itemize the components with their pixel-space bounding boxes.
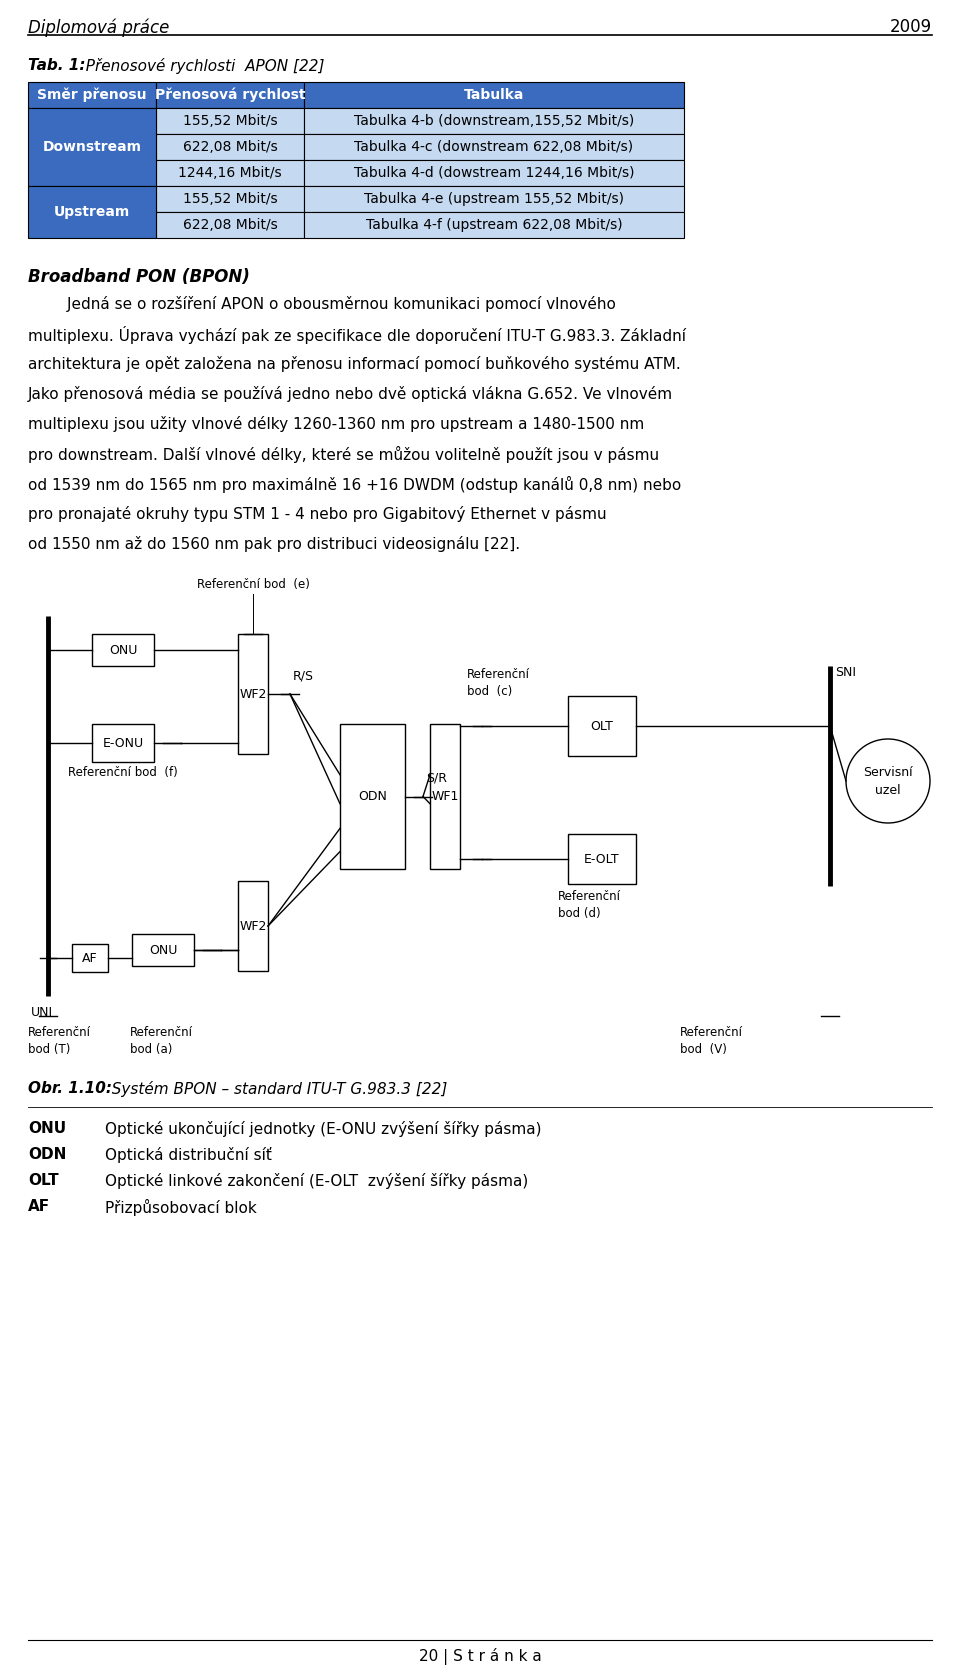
Text: Referenční
bod (d): Referenční bod (d) [558, 891, 621, 921]
Bar [156, 133, 304, 160]
Text: od 1550 nm až do 1560 nm pak pro distribuci videosignálu [22].: od 1550 nm až do 1560 nm pak pro distrib… [28, 535, 520, 552]
Text: Obr. 1.10:: Obr. 1.10: [28, 1081, 112, 1096]
Bar [340, 724, 405, 869]
Text: Tabulka: Tabulka [464, 88, 524, 102]
Bar [156, 82, 304, 108]
Bar [568, 834, 636, 884]
Text: AF: AF [83, 951, 98, 964]
Text: Broadband PON (BPON): Broadband PON (BPON) [28, 269, 250, 285]
Bar [92, 634, 154, 666]
Text: multiplexu jsou užity vlnové délky 1260-1360 nm pro upstream a 1480-1500 nm: multiplexu jsou užity vlnové délky 1260-… [28, 415, 644, 432]
Text: Referenční bod  (f): Referenční bod (f) [68, 766, 178, 779]
Text: architektura je opět založena na přenosu informací pomocí buňkového systému ATM.: architektura je opět založena na přenosu… [28, 355, 681, 372]
Text: Diplomová práce: Diplomová práce [28, 18, 169, 37]
Text: Tabulka 4-e (upstream 155,52 Mbit/s): Tabulka 4-e (upstream 155,52 Mbit/s) [364, 192, 624, 207]
Text: S/R: S/R [426, 772, 447, 784]
Text: Tabulka 4-b (downstream,155,52 Mbit/s): Tabulka 4-b (downstream,155,52 Mbit/s) [354, 113, 635, 128]
Text: Upstream: Upstream [54, 205, 131, 219]
Text: 155,52 Mbit/s: 155,52 Mbit/s [182, 192, 277, 207]
Text: Přenosová rychlost: Přenosová rychlost [155, 88, 305, 102]
Text: Referenční
bod (a): Referenční bod (a) [130, 1026, 193, 1056]
Text: ONU: ONU [108, 644, 137, 657]
Bar [132, 934, 194, 966]
Bar [28, 108, 156, 187]
Text: E-OLT: E-OLT [585, 852, 620, 866]
Bar [156, 160, 304, 187]
Bar [568, 696, 636, 756]
Bar [304, 82, 684, 108]
Text: 1244,16 Mbit/s: 1244,16 Mbit/s [179, 167, 282, 180]
Text: Referenční
bod  (V): Referenční bod (V) [680, 1026, 743, 1056]
Text: R/S: R/S [293, 669, 314, 682]
Bar [156, 212, 304, 239]
Bar [304, 108, 684, 133]
Text: OLT: OLT [28, 1173, 59, 1188]
Bar [238, 634, 268, 754]
Text: 2009: 2009 [890, 18, 932, 37]
Bar [304, 212, 684, 239]
Text: Referenční
bod (T): Referenční bod (T) [28, 1026, 91, 1056]
Text: Optická distribuční síť: Optická distribuční síť [105, 1148, 272, 1163]
Text: ODN: ODN [28, 1148, 66, 1163]
Bar [156, 108, 304, 133]
Text: AF: AF [28, 1199, 50, 1214]
Bar [430, 724, 460, 869]
Bar [92, 724, 154, 762]
Text: E-ONU: E-ONU [103, 737, 144, 749]
Text: SNI: SNI [835, 666, 856, 679]
Bar [156, 187, 304, 212]
Text: Směr přenosu: Směr přenosu [37, 88, 147, 102]
Text: Jedná se o rozšíření APON o obousměrnou komunikaci pomocí vlnového: Jedná se o rozšíření APON o obousměrnou … [28, 295, 616, 312]
Text: 622,08 Mbit/s: 622,08 Mbit/s [182, 140, 277, 153]
Bar [304, 133, 684, 160]
Text: ODN: ODN [358, 791, 387, 802]
Text: uzel: uzel [876, 784, 900, 797]
Text: Optické linkové zakončení (E-OLT  zvýšení šířky pásma): Optické linkové zakončení (E-OLT zvýšení… [105, 1173, 528, 1189]
Text: Jako přenosová média se používá jedno nebo dvě optická vlákna G.652. Ve vlnovém: Jako přenosová média se používá jedno ne… [28, 385, 673, 402]
Text: 622,08 Mbit/s: 622,08 Mbit/s [182, 219, 277, 232]
Text: od 1539 nm do 1565 nm pro maximálně 16 +16 DWDM (odstup kanálů 0,8 nm) nebo: od 1539 nm do 1565 nm pro maximálně 16 +… [28, 475, 682, 494]
Bar [72, 944, 108, 972]
Text: ONU: ONU [28, 1121, 66, 1136]
Text: Přizpůsobovací blok: Přizpůsobovací blok [105, 1199, 256, 1216]
Text: Optické ukončující jednotky (E-ONU zvýšení šířky pásma): Optické ukončující jednotky (E-ONU zvýše… [105, 1121, 541, 1138]
Text: Tab. 1:: Tab. 1: [28, 58, 85, 73]
Text: OLT: OLT [590, 719, 613, 732]
Bar [28, 187, 156, 239]
Text: 155,52 Mbit/s: 155,52 Mbit/s [182, 113, 277, 128]
Text: WF2: WF2 [239, 919, 267, 932]
Text: Tabulka 4-c (downstream 622,08 Mbit/s): Tabulka 4-c (downstream 622,08 Mbit/s) [354, 140, 634, 153]
Text: Downstream: Downstream [42, 140, 141, 153]
Text: Referenční
bod  (c): Referenční bod (c) [467, 667, 530, 697]
Text: 20 | S t r á n k a: 20 | S t r á n k a [419, 1648, 541, 1665]
Text: WF2: WF2 [239, 687, 267, 701]
Text: Referenční bod  (e): Referenční bod (e) [197, 579, 309, 590]
Text: ONU: ONU [149, 944, 178, 956]
Text: Servisní: Servisní [863, 766, 913, 779]
Text: Systém BPON – standard ITU-T G.983.3 [22]: Systém BPON – standard ITU-T G.983.3 [22… [102, 1081, 447, 1098]
Text: pro downstream. Další vlnové délky, které se můžou volitelně použít jsou v pásmu: pro downstream. Další vlnové délky, kter… [28, 445, 660, 464]
Text: Přenosové rychlosti  APON [22]: Přenosové rychlosti APON [22] [76, 58, 324, 73]
Text: Tabulka 4-d (dowstream 1244,16 Mbit/s): Tabulka 4-d (dowstream 1244,16 Mbit/s) [353, 167, 635, 180]
Bar [304, 187, 684, 212]
Text: UNI: UNI [31, 1006, 53, 1019]
Bar [28, 82, 156, 108]
Text: Tabulka 4-f (upstream 622,08 Mbit/s): Tabulka 4-f (upstream 622,08 Mbit/s) [366, 219, 622, 232]
Bar [238, 881, 268, 971]
Bar [304, 160, 684, 187]
Text: pro pronajaté okruhy typu STM 1 - 4 nebo pro Gigabitový Ethernet v pásmu: pro pronajaté okruhy typu STM 1 - 4 nebo… [28, 505, 607, 522]
Text: WF1: WF1 [431, 791, 459, 802]
Text: multiplexu. Úprava vychází pak ze specifikace dle doporučení ITU-T G.983.3. Zákl: multiplexu. Úprava vychází pak ze specif… [28, 325, 686, 344]
